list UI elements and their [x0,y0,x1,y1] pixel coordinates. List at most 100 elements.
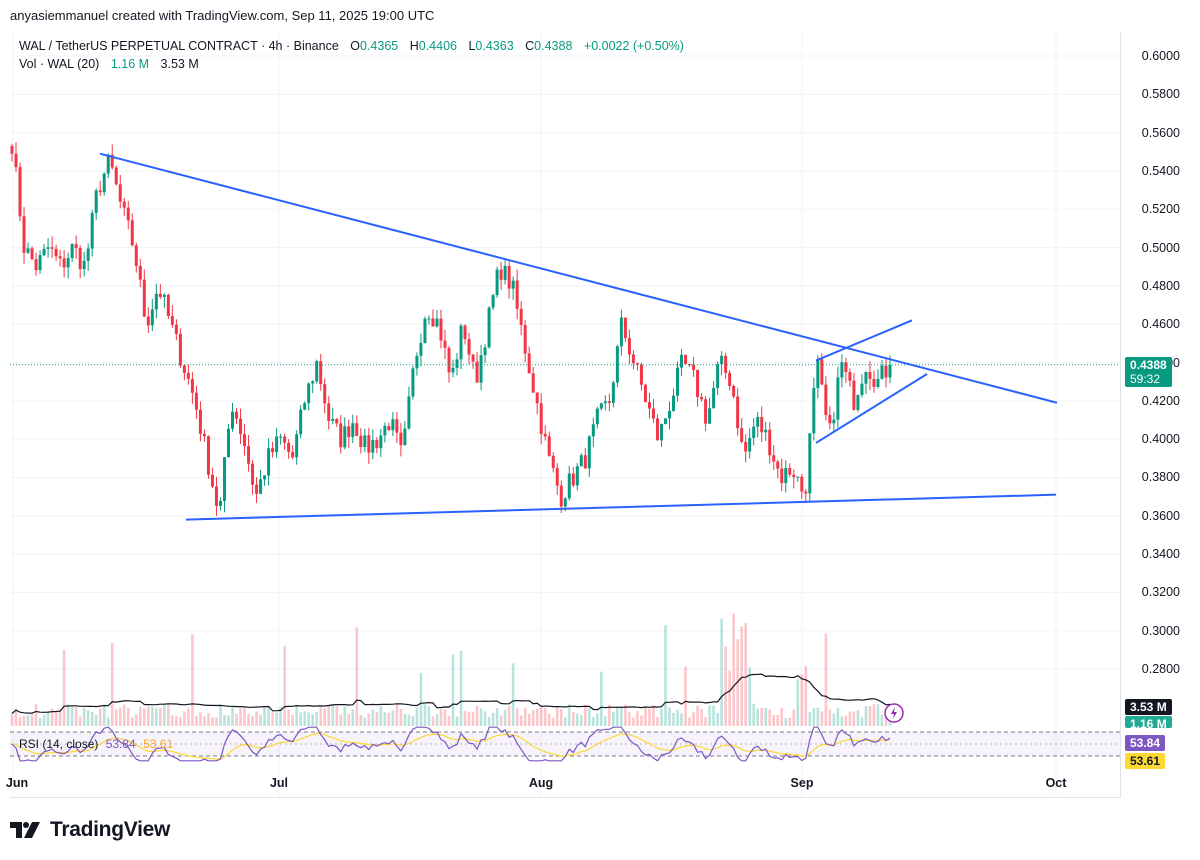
volume-bar [475,705,479,726]
volume-bar [423,704,427,726]
time-axis[interactable]: Jun Jul Aug Sep Oct [6,776,1120,796]
volume-bar [780,707,784,726]
chart-pane[interactable] [10,32,1121,798]
candle-body [503,265,507,280]
volume-bar [644,707,647,726]
candle-body [511,280,515,289]
volume-bar [660,708,663,726]
candle-body [663,418,667,424]
volume-bar [247,714,250,726]
volume-bar [287,709,290,726]
candle-body [547,436,551,456]
volume-bar [183,711,186,726]
candle-body [431,318,435,327]
tradingview-logo[interactable]: TradingView [10,818,170,842]
time-tick-label: Oct [1045,776,1067,790]
candle-body [655,418,659,441]
candle-body [619,317,623,347]
volume-bar [207,713,210,726]
volume-ma-line [11,673,891,714]
candle-body [174,324,178,334]
rsi-tag: 53.84 [1125,735,1166,751]
candle-body [355,423,359,436]
price-tick-label: 0.5400 [1141,163,1180,178]
candle-body [371,440,375,453]
volume-bar [303,711,306,726]
volume-bar [235,713,238,726]
descending-trendline-line [99,152,1058,404]
volume-bar [491,712,495,726]
volume-bar [10,714,14,726]
volume-bar [535,708,539,726]
volume-bar [539,705,543,726]
volume-bar [828,709,832,726]
volume-bar [527,713,531,726]
candle-body [118,184,122,202]
candle-body [776,461,780,469]
candle-body [435,318,439,327]
candle-body [331,418,335,421]
symbol-title[interactable]: WAL / TetherUS PERPETUAL CONTRACT · 4h ·… [19,39,339,53]
candle-body [611,382,615,403]
price-axis[interactable]: 0.6000 0.5800 0.5600 0.5400 0.5200 0.5000 0.48… [1120,32,1200,797]
volume-bar [559,709,563,726]
candle-body [531,373,535,393]
volume-bar [820,711,824,726]
candle-body [651,408,655,419]
volume-bar [784,717,788,726]
volume-bar [439,709,443,726]
candle-body [70,244,74,259]
lightning-bolt-glyph [891,707,897,719]
volume-bar [652,705,655,726]
symbol-legend: WAL / TetherUS PERPETUAL CONTRACT · 4h ·… [19,37,684,73]
candle-body [102,173,106,193]
candle-body [86,248,90,261]
rsi-ma-tag: 53.61 [1125,753,1166,769]
candle-body [804,491,808,494]
volume-bar [98,708,102,726]
candle-body [812,388,816,434]
volume-ma-tag: 3.53 M [1125,699,1172,715]
volume-bar [191,634,194,726]
volume-bar [656,716,659,726]
candle-body [150,309,154,326]
volume-bar [263,706,266,726]
volume-bar [632,717,635,726]
volume-bar [223,715,226,726]
candle-body [415,355,419,369]
candle-body [46,247,50,249]
price-tick-label: 0.4600 [1141,317,1180,332]
candle-body [716,364,720,388]
candle-body [38,255,42,271]
candle-body [243,434,247,447]
change-value: +0.0022 (+0.50%) [583,39,684,53]
rsi-label[interactable]: RSI (14, close) [19,737,99,751]
candle-body [708,408,712,424]
candle-body [635,363,639,365]
volume-bar [455,716,459,726]
volume-bar [768,709,772,726]
candle-body [423,318,427,344]
candle-body [756,416,760,427]
volume-bar [411,716,415,726]
candle-body [399,432,403,446]
candle-body [94,190,98,213]
candle-body [30,248,34,260]
candle-body [736,396,740,429]
volume-bar [419,672,423,726]
candle-body [14,153,18,168]
volume-bar [668,707,671,726]
volume-bar [856,710,860,726]
volume-bar [255,711,258,726]
candle-body [347,426,351,438]
candle-body [740,428,744,442]
volume-bar [732,613,735,726]
volume-bar [403,713,407,726]
price-tick-label: 0.2800 [1141,662,1180,676]
volume-bar [243,706,246,726]
price-tick-label: 0.5200 [1141,202,1180,217]
candle-body [34,259,38,271]
volume-label[interactable]: Vol · WAL (20) [19,57,100,71]
volume-bar [628,712,631,726]
